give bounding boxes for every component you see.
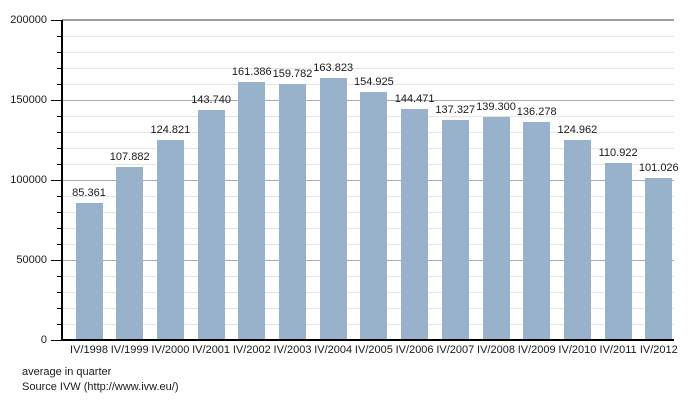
chart-source: Source IVW (http://www.ivw.eu/)	[22, 381, 179, 393]
x-axis-label: IV/2000	[151, 344, 190, 356]
x-axis-label: IV/2009	[517, 344, 556, 356]
bar-value-label: 85.361	[72, 187, 106, 200]
bar-value-label: 161.386	[231, 65, 272, 78]
gridline-major	[62, 19, 674, 21]
y-axis-tick	[51, 20, 62, 21]
bar-IV/2010	[563, 140, 591, 339]
gridline-minor	[62, 84, 674, 85]
x-axis-label: IV/2001	[192, 344, 231, 356]
bar-IV/2012	[645, 178, 673, 339]
bar-IV/2002	[238, 81, 266, 339]
y-axis-line	[61, 20, 63, 341]
bar-value-label: 154.925	[354, 76, 394, 89]
x-axis-label: IV/2006	[395, 344, 434, 356]
y-axis-tick	[57, 292, 62, 293]
x-axis-label: IV/2008	[477, 344, 515, 356]
y-axis-label: 200000	[10, 14, 47, 26]
bar-IV/2006	[401, 108, 429, 339]
x-axis-label: IV/1999	[110, 344, 149, 356]
y-axis-tick	[57, 148, 62, 149]
x-axis-line	[61, 339, 674, 341]
y-axis-label: 150000	[10, 94, 47, 106]
x-axis-label: IV/2010	[558, 344, 597, 356]
bar-IV/2000	[156, 140, 184, 339]
gridline-minor	[62, 68, 674, 69]
bar-IV/2003	[279, 84, 306, 339]
y-axis-tick	[57, 324, 62, 325]
bar-value-label: 159.782	[272, 68, 313, 81]
bar-value-label: 101.026	[638, 162, 679, 175]
bar-value-label: 143.740	[191, 94, 231, 107]
x-axis-label: IV/1998	[70, 344, 108, 356]
bar-value-label: 136.278	[516, 105, 557, 118]
y-axis-tick	[57, 36, 62, 37]
chart-footer: average in quarter Source IVW (http://ww…	[22, 365, 179, 395]
y-axis-tick	[57, 84, 62, 85]
bar-IV/1999	[116, 167, 144, 339]
y-axis-label: 0	[40, 334, 47, 346]
y-axis-tick	[57, 308, 62, 309]
bar-value-label: 139.300	[476, 101, 516, 114]
bar-value-label: 163.823	[313, 61, 354, 74]
bar-value-label: 124.821	[150, 124, 191, 137]
bar-IV/2008	[482, 117, 510, 339]
gridline-minor	[62, 52, 674, 53]
y-axis-tick	[57, 276, 62, 277]
bar-IV/2005	[360, 92, 388, 339]
y-axis-tick	[57, 52, 62, 53]
y-axis-tick	[57, 228, 62, 229]
y-axis-label: 100000	[10, 174, 47, 186]
x-axis-label: IV/2005	[354, 344, 393, 356]
x-axis-label: IV/2007	[436, 344, 475, 356]
x-axis-label: IV/2003	[273, 344, 312, 356]
y-axis-tick	[57, 196, 62, 197]
y-axis-tick	[51, 180, 62, 181]
y-axis-tick	[57, 164, 62, 165]
gridline-minor	[62, 36, 674, 37]
y-axis-tick	[51, 260, 62, 261]
y-axis-tick	[57, 68, 62, 69]
bar-IV/2011	[604, 162, 632, 339]
x-axis-label: IV/2011	[599, 344, 637, 356]
chart-note: average in quarter	[22, 366, 112, 378]
bar-value-label: 110.922	[598, 146, 638, 159]
x-axis-label: IV/2002	[232, 344, 271, 356]
bar-IV/2001	[197, 110, 225, 339]
bar-IV/2007	[441, 120, 469, 339]
y-axis-tick	[51, 100, 62, 101]
y-axis-tick	[57, 244, 62, 245]
bar-value-label: 107.882	[109, 151, 150, 164]
bar-value-label: 124.962	[557, 124, 598, 137]
bar-value-label: 137.327	[435, 104, 476, 117]
y-axis-tick	[57, 212, 62, 213]
y-axis-label: 50000	[16, 254, 47, 266]
bar-IV/2009	[523, 121, 551, 339]
bar-IV/2004	[319, 77, 347, 339]
y-axis-tick	[57, 116, 62, 117]
bar-IV/1998	[75, 203, 103, 339]
y-axis-tick	[51, 340, 62, 341]
x-axis-label: IV/2012	[639, 344, 678, 356]
bar-value-label: 144.471	[394, 92, 435, 105]
x-axis-label: IV/2004	[314, 344, 353, 356]
y-axis-tick	[57, 132, 62, 133]
